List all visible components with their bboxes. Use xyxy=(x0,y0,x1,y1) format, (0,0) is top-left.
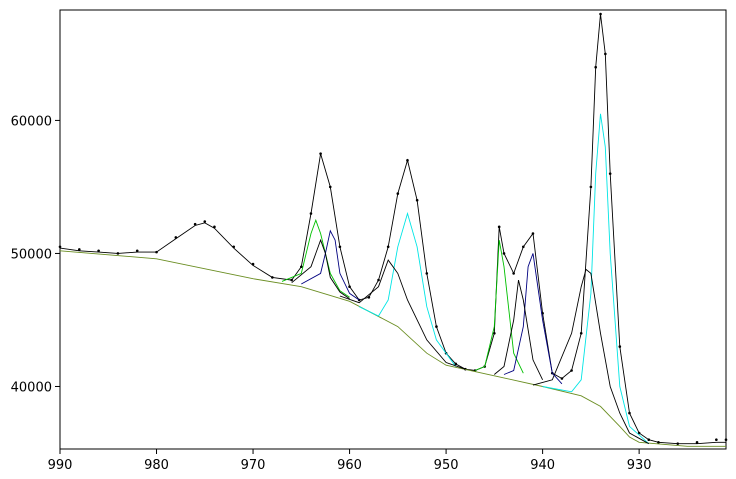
x-tick-label: 960 xyxy=(337,458,362,473)
data-point xyxy=(695,441,699,444)
x-tick-label: 970 xyxy=(241,458,266,473)
x-tick-label: 950 xyxy=(434,458,459,473)
data-point xyxy=(97,249,100,253)
x-tick-label: 990 xyxy=(48,458,73,473)
y-tick-label: 60000 xyxy=(11,114,52,129)
fit-curve xyxy=(59,250,726,447)
fit-curve xyxy=(301,229,360,301)
data-point xyxy=(135,249,139,253)
fit-curve xyxy=(291,238,350,300)
data-point xyxy=(78,248,81,251)
data-point xyxy=(715,438,718,441)
fit-curve xyxy=(359,211,457,367)
data-point xyxy=(724,438,728,441)
plot-area xyxy=(59,9,727,450)
fit-curve xyxy=(503,253,563,385)
fit-curve xyxy=(494,279,544,380)
y-tick-label: 40000 xyxy=(11,380,52,395)
x-tick-label: 930 xyxy=(627,458,652,473)
x-tick-label: 940 xyxy=(530,458,555,473)
data-point xyxy=(193,222,197,226)
data-point xyxy=(58,245,62,249)
y-tick-label: 50000 xyxy=(11,247,52,262)
fit-curve xyxy=(281,218,350,298)
fit-curve xyxy=(474,240,524,374)
fit-curve xyxy=(542,113,650,445)
fit-curve xyxy=(532,268,650,445)
x-tick-label: 980 xyxy=(144,458,169,473)
data-point xyxy=(203,220,207,223)
fit-curve xyxy=(339,259,466,370)
